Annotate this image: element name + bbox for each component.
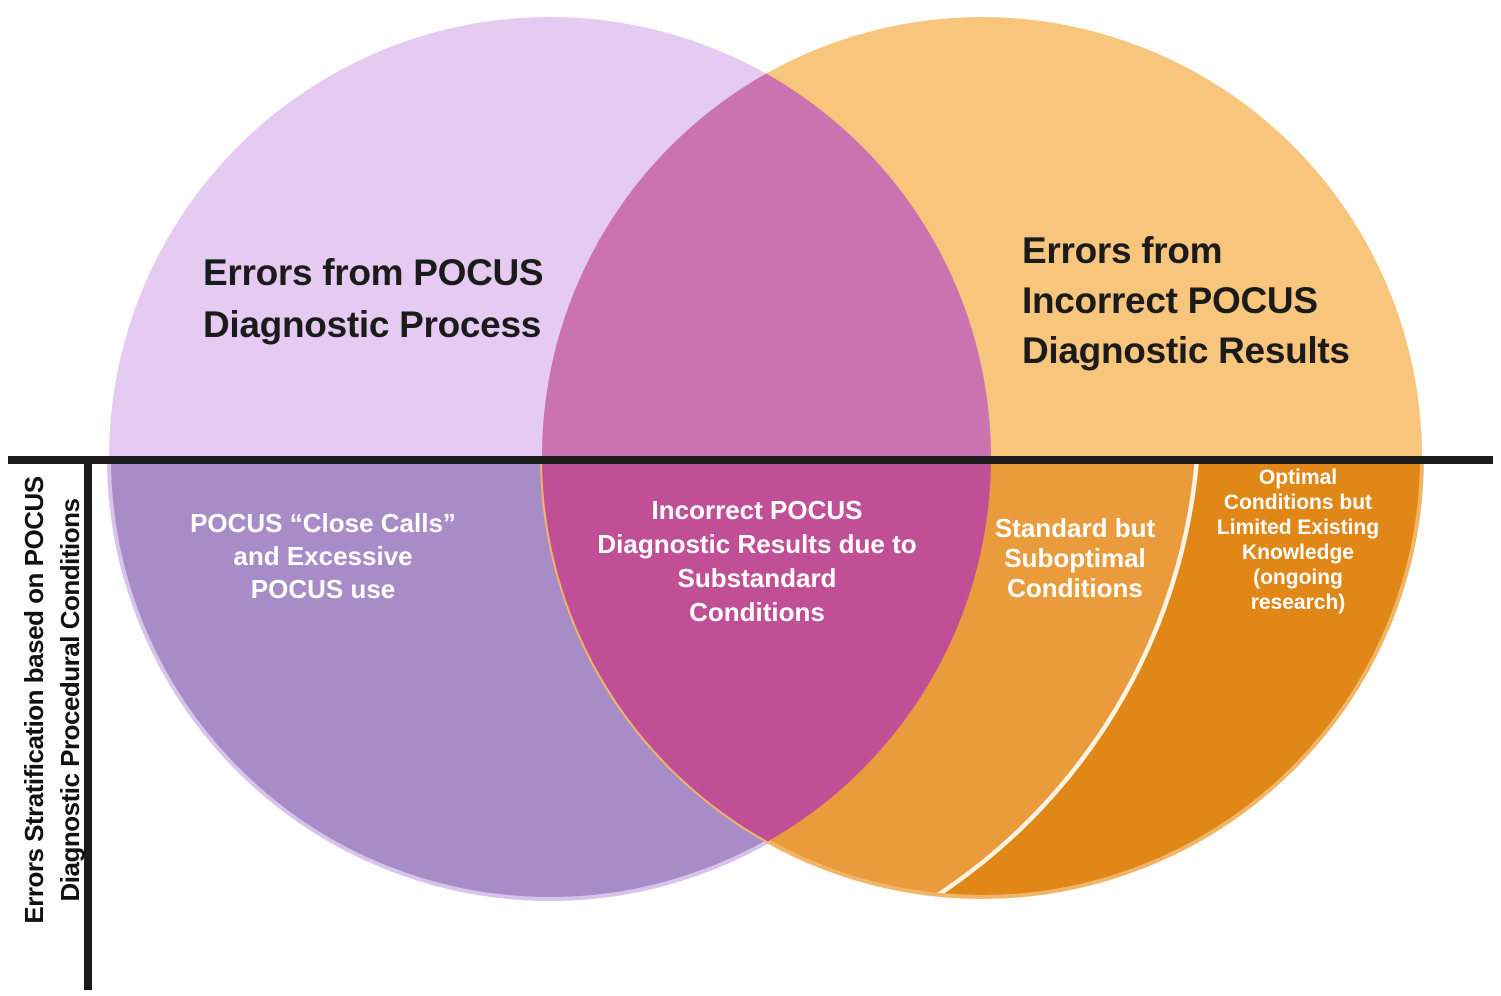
right-circle-bottom-edge — [540, 460, 1424, 899]
optimal-conditions-label-line: Conditions but — [1223, 491, 1373, 514]
overlap-label: Incorrect POCUS Diagnostic Results due t… — [557, 493, 957, 629]
standard-conditions-label-line: Conditions — [1007, 573, 1143, 603]
overlap-bottom-region — [542, 460, 991, 897]
axis-label: Errors Stratification based on POCUS Dia… — [16, 440, 88, 960]
right-circle-title: Errors from Incorrect POCUS Diagnostic R… — [1022, 226, 1350, 376]
axis-label-line: Errors Stratification based on POCUS — [19, 476, 49, 924]
optimal-conditions-label: Optimal Conditions but Limited Existing … — [1198, 465, 1398, 615]
overlap-label-line: Conditions — [689, 597, 825, 627]
left-circle-title-line: Diagnostic Process — [203, 304, 542, 345]
standard-conditions-label: Standard but Suboptimal Conditions — [975, 513, 1175, 603]
vertical-axis-line — [84, 458, 92, 990]
right-circle-title-line: Diagnostic Results — [1022, 330, 1350, 371]
optimal-conditions-label-line: Limited Existing — [1216, 516, 1380, 539]
close-calls-label-line: POCUS “Close Calls” — [190, 508, 456, 538]
optimal-conditions-label-line: Knowledge — [1241, 541, 1354, 564]
left-circle-title-line: Errors from POCUS — [203, 252, 544, 293]
right-circle-title-line: Errors from — [1022, 230, 1223, 271]
overlap-label-line: Incorrect POCUS — [651, 495, 863, 525]
standard-conditions-label-line: Suboptimal — [1004, 543, 1146, 573]
standard-conditions-label-line: Standard but — [994, 513, 1156, 543]
optimal-conditions-label-line: Optimal — [1258, 466, 1338, 489]
close-calls-label: POCUS “Close Calls” and Excessive POCUS … — [163, 507, 483, 606]
optimal-conditions-label-line: research) — [1250, 591, 1346, 614]
close-calls-label-line: and Excessive — [233, 541, 413, 571]
overlap-label-line: Substandard — [677, 563, 837, 593]
horizontal-stratification-line — [8, 456, 1493, 464]
right-circle-title-line: Incorrect POCUS — [1022, 280, 1318, 321]
overlap-label-line: Diagnostic Results due to — [597, 529, 917, 559]
optimal-conditions-label-line: (ongoing — [1253, 566, 1343, 589]
close-calls-label-line: POCUS use — [250, 574, 396, 604]
axis-label-line: Diagnostic Procedural Conditions — [55, 498, 85, 902]
left-circle-title: Errors from POCUS Diagnostic Process — [203, 247, 544, 351]
